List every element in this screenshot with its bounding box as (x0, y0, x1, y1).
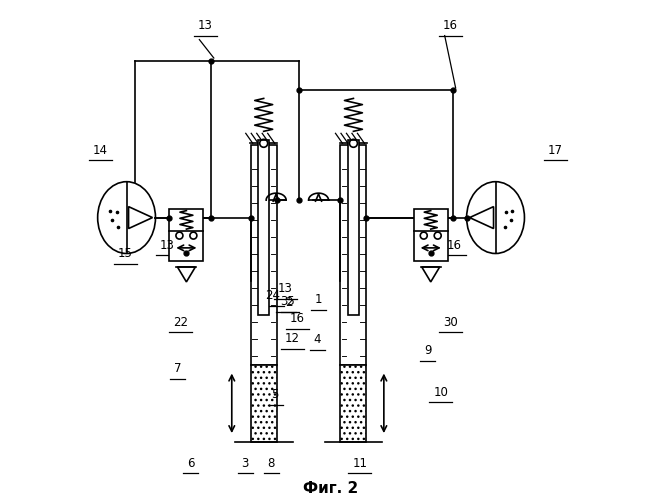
Bar (251, 146, 277, 364)
Text: 30: 30 (444, 316, 458, 329)
Text: 13: 13 (277, 282, 293, 296)
Text: 16: 16 (447, 238, 462, 252)
Text: 15: 15 (118, 248, 133, 260)
Bar (414, 208, 448, 261)
Bar (348, 140, 359, 315)
Text: 4: 4 (313, 334, 321, 346)
Bar (251, 364, 277, 442)
Text: 8: 8 (267, 457, 275, 470)
Text: 35: 35 (280, 296, 295, 308)
Text: 24: 24 (265, 290, 279, 302)
Text: 1: 1 (315, 294, 322, 306)
Text: 10: 10 (433, 386, 448, 398)
Bar (340, 146, 366, 364)
Text: 13: 13 (198, 19, 213, 32)
Text: 14: 14 (93, 144, 108, 157)
Bar (169, 208, 203, 261)
Text: 3: 3 (242, 457, 249, 470)
Text: 16: 16 (443, 19, 458, 32)
Text: Фиг. 2: Фиг. 2 (303, 481, 359, 496)
Text: 11: 11 (352, 457, 367, 470)
Text: 5: 5 (271, 388, 279, 401)
Text: 13: 13 (160, 238, 175, 252)
Text: 6: 6 (187, 457, 194, 470)
Text: 12: 12 (285, 332, 300, 345)
Text: 7: 7 (173, 362, 181, 375)
Bar (258, 140, 269, 315)
Text: 16: 16 (290, 312, 305, 326)
Text: 9: 9 (424, 344, 432, 357)
Text: 17: 17 (548, 144, 563, 157)
Text: 2: 2 (285, 296, 293, 309)
Text: 22: 22 (173, 316, 188, 329)
Bar (340, 364, 366, 442)
